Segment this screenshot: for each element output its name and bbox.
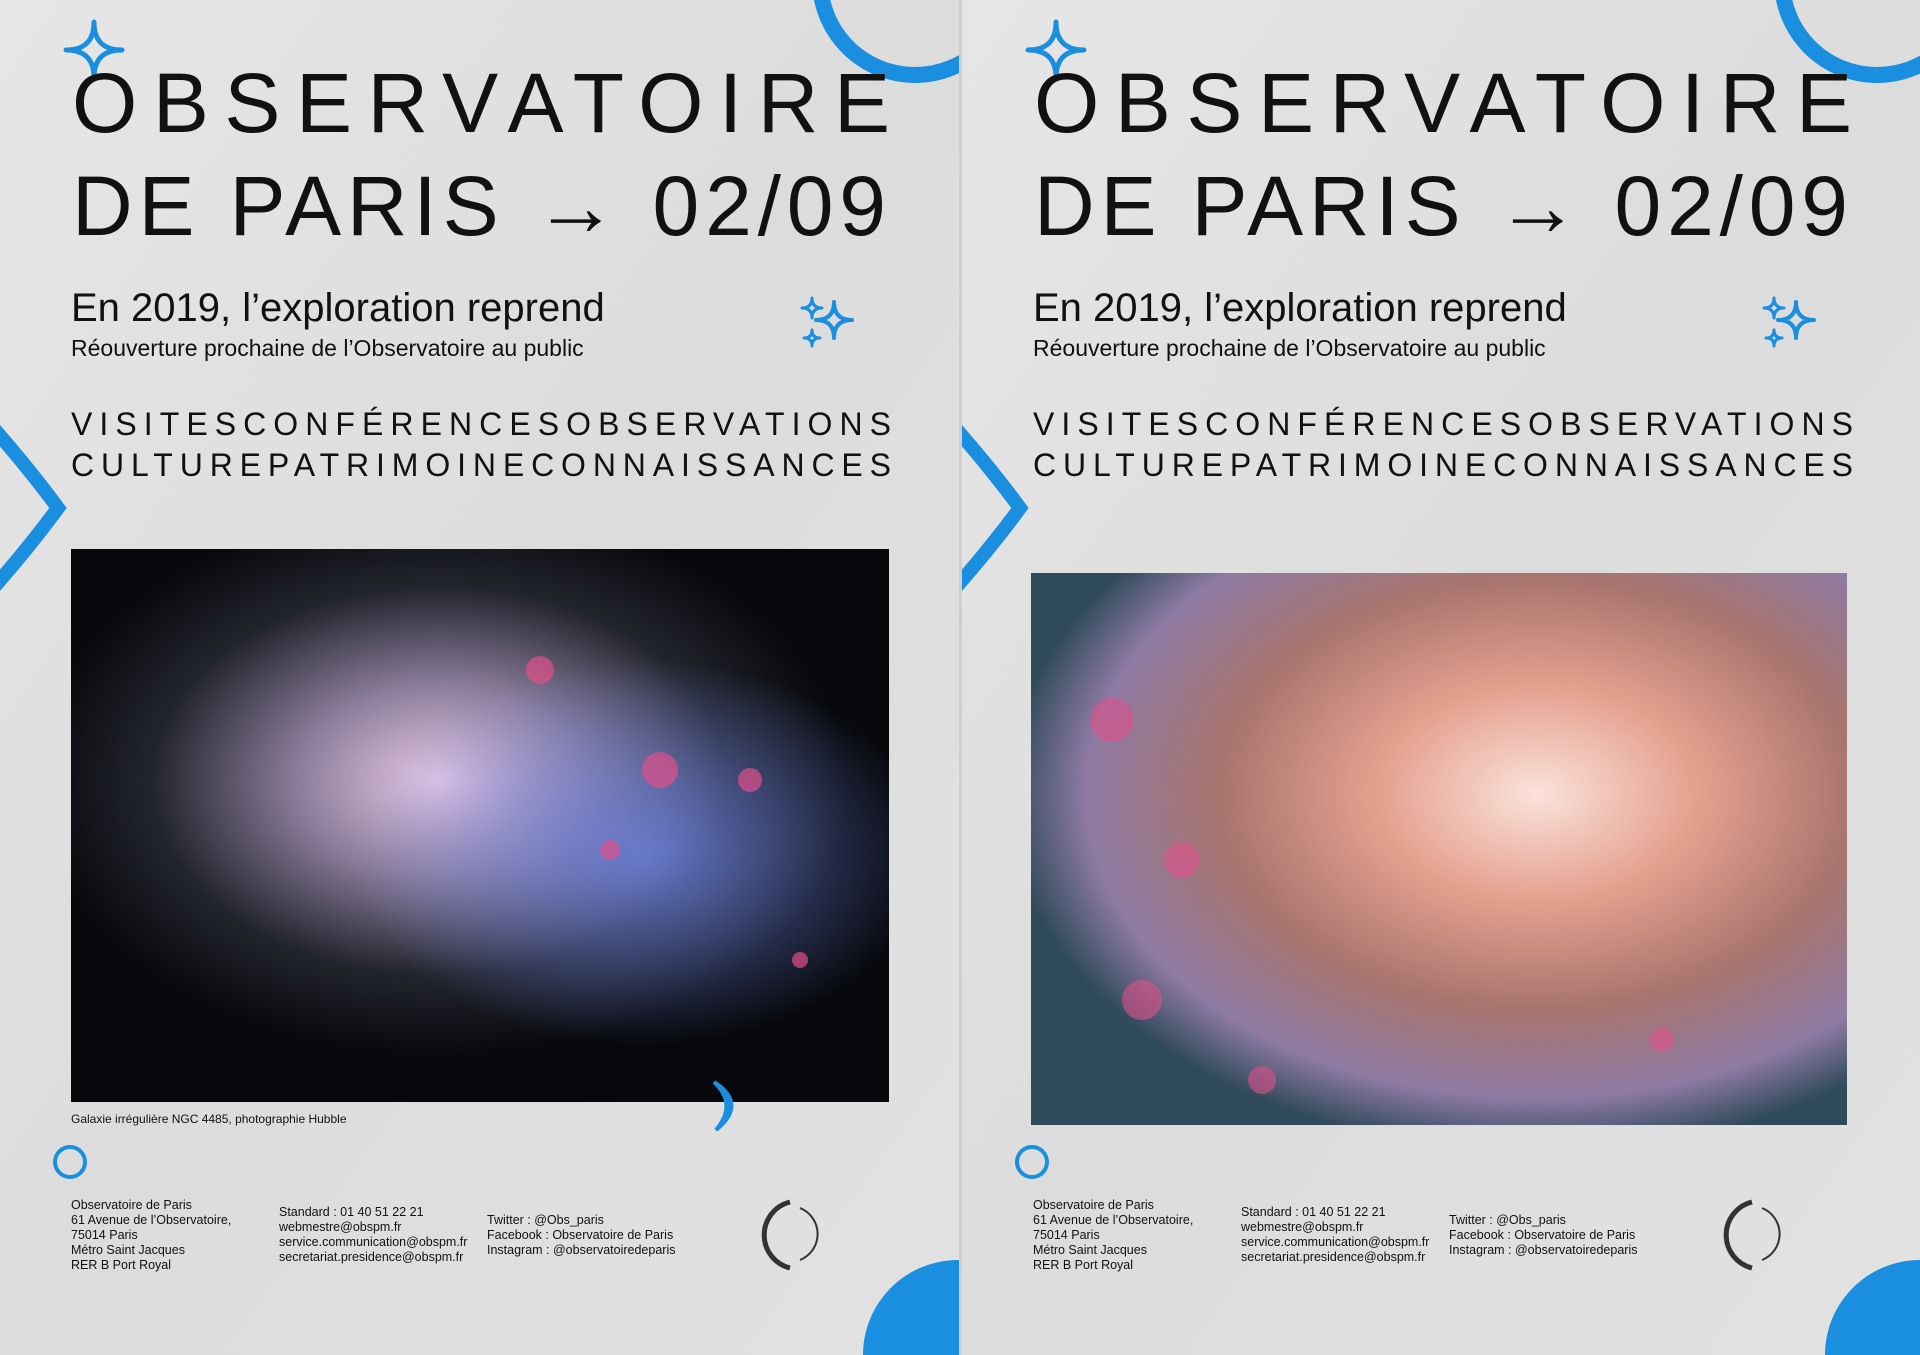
corner-deco (1825, 1260, 1920, 1355)
contact-line: service.communication@obspm.fr (1241, 1235, 1429, 1249)
sparkle (1762, 296, 1786, 320)
social-line: Instagram : @observatoiredeparis (1449, 1243, 1637, 1257)
contact-line: secretariat.presidence@obspm.fr (1241, 1250, 1425, 1264)
nebula (526, 656, 554, 684)
title-line: OBSERVATOIRE (1034, 56, 1852, 150)
title-line: OBSERVATOIRE (72, 56, 890, 150)
social-line: Instagram : @observatoiredeparis (487, 1243, 675, 1257)
social-line: Twitter : @Obs_paris (487, 1213, 604, 1227)
logo (1723, 1199, 1753, 1271)
galaxy-photo (1031, 573, 1847, 1125)
moon-deco (712, 1080, 734, 1132)
keywords-line: VISITESCONFÉRENCESOBSERVATIONS (1033, 406, 1853, 442)
contact-line: Standard : 01 40 51 22 21 (279, 1205, 424, 1219)
nebula (1248, 1066, 1276, 1094)
logo (799, 1207, 819, 1261)
corner-deco (863, 1260, 959, 1355)
address-line: RER B Port Royal (1033, 1258, 1133, 1272)
ring-deco (1775, 0, 1920, 83)
sparkle (800, 296, 824, 320)
nebula (600, 840, 620, 860)
nebula (792, 952, 808, 968)
contact-line: Standard : 01 40 51 22 21 (1241, 1205, 1386, 1219)
contact-line: webmestre@obspm.fr (1240, 1220, 1363, 1234)
nebula (1122, 980, 1162, 1020)
address-line: Métro Saint Jacques (1033, 1243, 1147, 1257)
address-line: 61 Avenue de l’Observatoire, (71, 1213, 231, 1227)
nebula (738, 768, 762, 792)
address-line: 61 Avenue de l’Observatoire, (1033, 1213, 1193, 1227)
keywords-line: CULTUREPATRIMOINECONNAISSANCES (71, 447, 891, 483)
social-line: Facebook : Observatoire de Paris (487, 1228, 673, 1242)
title-line: DE PARIS → 02/09 (72, 159, 886, 253)
galaxy-photo-glow (71, 549, 889, 1102)
moon-deco (1015, 1145, 1049, 1179)
ring-deco (813, 0, 959, 83)
address-line: Observatoire de Paris (71, 1198, 192, 1212)
nebula (1164, 842, 1200, 878)
caption: Galaxie irrégulière NGC 4485, photograph… (71, 1112, 347, 1126)
logo (1761, 1207, 1781, 1261)
contact-line: secretariat.presidence@obspm.fr (279, 1250, 463, 1264)
nebula (642, 752, 678, 788)
sparkle (814, 300, 854, 340)
nebula (1090, 698, 1134, 742)
contact-line: webmestre@obspm.fr (278, 1220, 401, 1234)
keywords-line: CULTUREPATRIMOINECONNAISSANCES (1033, 447, 1853, 483)
sparkle (63, 19, 125, 81)
social-line: Twitter : @Obs_paris (1449, 1213, 1566, 1227)
nebula (1650, 1028, 1674, 1052)
subheadline: Réouverture prochaine de l’Observatoire … (1033, 335, 1546, 361)
logo (761, 1199, 791, 1271)
chevron-deco (0, 425, 67, 591)
sparkle (802, 328, 822, 348)
address-line: 75014 Paris (1033, 1228, 1100, 1242)
sparkle (1776, 300, 1816, 340)
address-line: Métro Saint Jacques (71, 1243, 185, 1257)
address-line: Observatoire de Paris (1033, 1198, 1154, 1212)
address-line: RER B Port Royal (71, 1258, 171, 1272)
chevron-deco (962, 425, 1029, 591)
headline: En 2019, l’exploration reprend (71, 286, 605, 330)
title-line: DE PARIS → 02/09 (1034, 159, 1848, 253)
contact-line: service.communication@obspm.fr (279, 1235, 467, 1249)
sparkle (1764, 328, 1784, 348)
address-line: 75014 Paris (71, 1228, 138, 1242)
keywords-line: VISITESCONFÉRENCESOBSERVATIONS (71, 406, 891, 442)
moon-deco (53, 1145, 87, 1179)
social-line: Facebook : Observatoire de Paris (1449, 1228, 1635, 1242)
sparkle (1025, 19, 1087, 81)
headline: En 2019, l’exploration reprend (1033, 286, 1567, 330)
subheadline: Réouverture prochaine de l’Observatoire … (71, 335, 584, 361)
